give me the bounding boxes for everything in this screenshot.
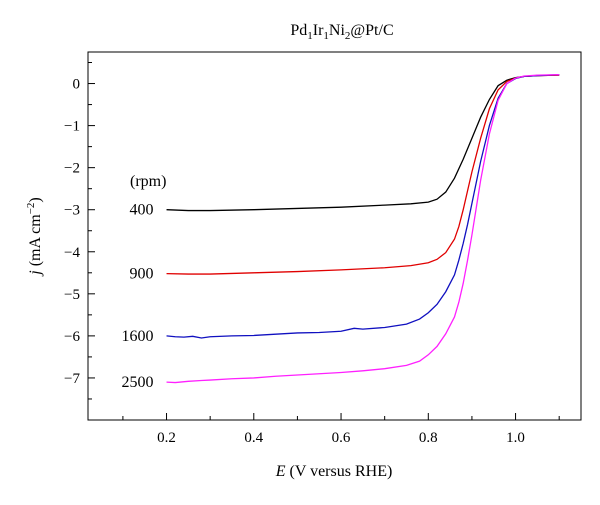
- x-axis-label: E (V versus RHE): [275, 463, 393, 480]
- x-tick-label-4: 1.0: [506, 430, 525, 446]
- series-line-900: [166, 74, 560, 275]
- series-line-2500: [166, 74, 560, 384]
- x-axis-label-var: E: [275, 463, 286, 480]
- title-ni-sub: 2: [345, 30, 351, 42]
- x-tick-label-3: 0.8: [419, 430, 438, 446]
- y-axis-label: j (mA cm−2): [25, 197, 44, 277]
- x-tick-label-0: 0.2: [157, 430, 176, 446]
- y-axis-label-var: j: [27, 270, 44, 277]
- title-ir-sub: 1: [323, 30, 329, 42]
- series-label-900: 900: [130, 266, 154, 283]
- chart-title: Pd1Ir1Ni2@Pt/C: [290, 22, 393, 42]
- legend-header: (rpm): [130, 173, 166, 190]
- title-pd-sub: 1: [307, 30, 313, 42]
- y-axis-label-unit: (mA cm: [27, 214, 44, 271]
- y-tick-label-5: −5: [64, 287, 80, 303]
- series-label-2500: 2500: [122, 374, 154, 391]
- x-tick-label-2: 0.6: [332, 430, 351, 446]
- series-line-1600: [166, 74, 560, 339]
- y-tick-label-0: 0: [73, 77, 81, 93]
- labels-layer: 0.2 0.4 0.6 0.8 1.0 0 −1 −2 −3 −4 −5 −6 −7 400 900 1600…: [64, 77, 525, 446]
- title-pd: Pd: [290, 22, 307, 39]
- series-line-400: [166, 74, 560, 212]
- y-tick-label-7: −7: [64, 371, 80, 387]
- title-ni: Ni: [329, 22, 346, 39]
- title-ptc: @Pt/C: [350, 22, 393, 39]
- series-label-1600: 1600: [122, 328, 154, 345]
- series-label-400: 400: [130, 202, 154, 219]
- y-tick-label-1: −1: [64, 119, 80, 135]
- y-tick-label-6: −6: [64, 329, 80, 345]
- x-axis-label-unit: (V versus RHE): [285, 463, 392, 480]
- axis-ticks: [88, 62, 560, 420]
- y-tick-label-4: −4: [64, 245, 80, 261]
- y-axis-label-sup: −2: [25, 203, 37, 215]
- y-axis-label-close: ): [27, 197, 44, 202]
- title-ir: Ir: [313, 22, 324, 39]
- y-tick-label-2: −2: [64, 161, 80, 177]
- x-tick-label-1: 0.4: [244, 430, 263, 446]
- series-layer: [166, 74, 560, 384]
- plot-frame: [87, 51, 582, 421]
- y-tick-label-3: −3: [64, 203, 80, 219]
